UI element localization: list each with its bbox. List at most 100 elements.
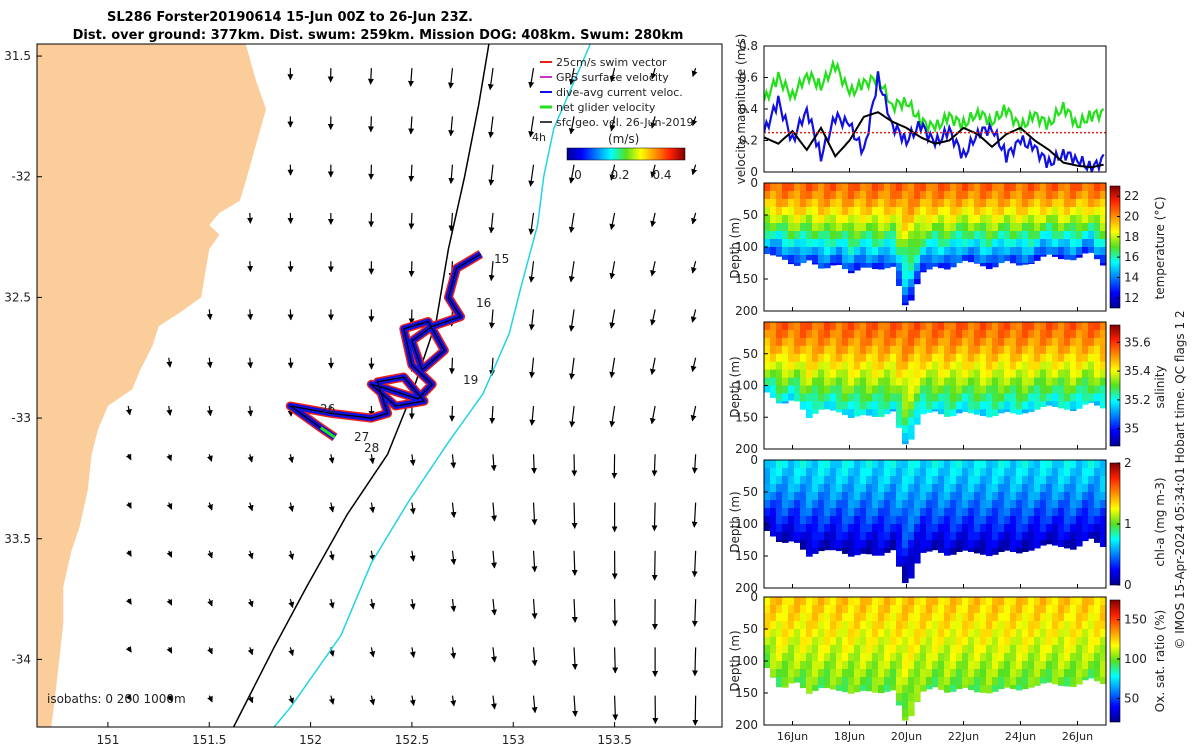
section-cell <box>1082 369 1089 379</box>
section-cell <box>824 597 831 606</box>
section-cell <box>992 500 999 509</box>
section-cell <box>920 532 927 541</box>
section-cell <box>860 247 867 256</box>
section-cell <box>896 255 903 264</box>
section-cell <box>956 247 963 256</box>
section-cell <box>872 239 879 248</box>
section-cell <box>920 613 927 622</box>
section-cell <box>986 661 993 670</box>
section-cell <box>956 637 963 646</box>
section-cell <box>806 401 813 410</box>
section-cell <box>1052 247 1059 256</box>
section-cell <box>1052 207 1059 216</box>
section-cell <box>842 393 849 402</box>
section-cell <box>818 629 825 638</box>
section-cell <box>908 353 915 363</box>
section-cell <box>1034 685 1041 686</box>
section-cell <box>1046 337 1053 347</box>
section-cell <box>824 263 831 269</box>
section-cell <box>1052 385 1059 394</box>
section-cell <box>866 460 873 469</box>
section-cell <box>902 322 909 331</box>
section-cell <box>1028 199 1035 208</box>
section-cell <box>1094 492 1101 501</box>
section-cell <box>788 621 795 630</box>
section-cell <box>776 337 783 347</box>
geostrophic-vector <box>692 647 699 677</box>
section-cell <box>854 329 861 339</box>
geostrophic-vector <box>609 405 616 428</box>
section-cell <box>884 409 891 415</box>
section-cell <box>980 532 987 541</box>
section-cell <box>1046 345 1053 355</box>
section-cell <box>968 345 975 355</box>
section-cell <box>1058 685 1065 686</box>
section-cell <box>926 532 933 541</box>
section-cell <box>884 669 891 678</box>
section-cell <box>1010 345 1017 355</box>
section-cell <box>776 605 783 614</box>
section-cell <box>1088 401 1095 403</box>
section-cell <box>794 613 801 622</box>
section-cell <box>1016 653 1023 662</box>
section-cell <box>1016 329 1023 339</box>
section-cell <box>866 476 873 485</box>
section-cell <box>764 645 771 654</box>
section-cell <box>878 255 885 264</box>
section-cell <box>980 637 987 646</box>
section-cell <box>896 183 903 192</box>
section-cell <box>776 500 783 509</box>
section-cell <box>806 385 813 394</box>
section-cell <box>914 492 921 501</box>
section-cell <box>800 500 807 509</box>
section-cell <box>962 255 969 261</box>
section-cell <box>1010 613 1017 622</box>
section-cell <box>890 337 897 347</box>
section-cell <box>998 207 1005 216</box>
section-cell <box>926 597 933 606</box>
section-cell <box>1040 369 1047 379</box>
section-cell <box>1058 393 1065 402</box>
section-cell <box>782 377 789 387</box>
section-cell <box>932 239 939 248</box>
section-cell <box>950 476 957 485</box>
section-cell <box>914 345 921 355</box>
section-cell <box>902 637 909 646</box>
section-cell <box>974 516 981 525</box>
section-cell <box>938 369 945 379</box>
section-cell <box>1064 377 1071 387</box>
geostrophic-vector <box>207 695 213 703</box>
section-cell <box>842 516 849 525</box>
section-cell <box>848 669 855 678</box>
day-label: 16 <box>476 296 491 310</box>
section-cell <box>944 597 951 606</box>
section-cell <box>836 468 843 477</box>
section-cell <box>950 621 957 630</box>
section-cell <box>794 239 801 248</box>
section-cell <box>938 661 945 670</box>
section-cell <box>842 191 849 200</box>
section-cell <box>1004 377 1011 387</box>
section-cell <box>878 223 885 232</box>
section-cell <box>968 322 975 331</box>
section-cell <box>974 239 981 248</box>
section-cell <box>1058 377 1065 387</box>
section-cell <box>830 532 837 541</box>
section-cell <box>788 385 795 394</box>
section-cell <box>878 540 885 549</box>
section-cell <box>884 239 891 248</box>
section-cell <box>980 385 987 394</box>
section-cell <box>1022 597 1029 606</box>
section-cell <box>788 345 795 355</box>
section-cell <box>950 183 957 192</box>
section-cell <box>1040 645 1047 654</box>
section-cell <box>830 231 837 240</box>
section-cell <box>890 653 897 662</box>
section-cell <box>1022 508 1029 517</box>
section-cell <box>926 677 933 686</box>
section-cell <box>896 345 903 355</box>
section-cell <box>926 548 933 552</box>
section-cell <box>950 247 957 256</box>
section-cell <box>866 247 873 256</box>
section-cell <box>848 460 855 469</box>
